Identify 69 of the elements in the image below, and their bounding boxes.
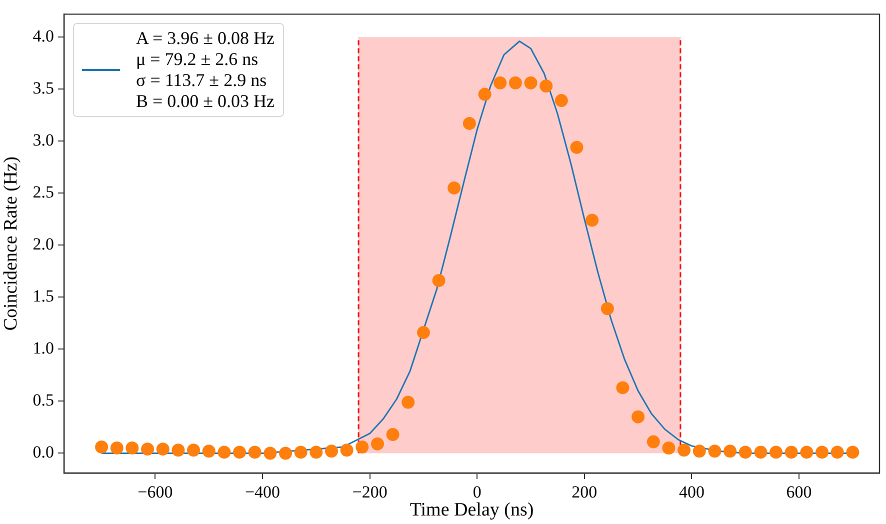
point xyxy=(816,446,829,459)
point xyxy=(800,446,814,459)
point xyxy=(448,181,461,194)
x-tick-label: 0 xyxy=(472,482,482,502)
y-tick-label: 2.0 xyxy=(32,234,54,254)
point xyxy=(478,88,492,101)
point xyxy=(172,444,185,457)
point xyxy=(678,444,691,457)
point xyxy=(724,444,737,458)
y-axis-title: Coincidence Rate (Hz) xyxy=(0,156,22,331)
point xyxy=(248,446,262,459)
y-tick-label: 3.0 xyxy=(32,130,54,150)
point xyxy=(294,446,308,459)
point xyxy=(432,274,446,288)
y-tick-label: 0.0 xyxy=(32,442,54,462)
point xyxy=(325,444,338,458)
point xyxy=(662,442,676,455)
point xyxy=(784,446,798,459)
legend-label: A = 3.96 ± 0.08 Hz μ = 79.2 ± 2.6 ns σ = 113.7 ± 2.9 ns B = 0.00 ± 0.03 Hz xyxy=(136,28,275,112)
y-tick-label: 1.0 xyxy=(32,338,54,358)
x-tick-label: −200 xyxy=(352,482,388,502)
point xyxy=(738,446,752,459)
point xyxy=(554,94,568,108)
x-tick-label: 600 xyxy=(786,482,812,502)
point xyxy=(754,446,768,459)
point xyxy=(462,116,476,130)
point xyxy=(830,446,844,459)
point xyxy=(770,446,783,459)
point xyxy=(600,302,614,316)
point xyxy=(156,442,170,456)
x-axis-title: Time Delay (ns) xyxy=(410,500,534,521)
point xyxy=(126,442,139,455)
y-tick-label: 4.0 xyxy=(32,26,54,46)
point xyxy=(632,410,645,424)
point xyxy=(570,140,584,154)
point xyxy=(264,446,277,460)
y-tick-label: 1.5 xyxy=(32,286,54,306)
point xyxy=(110,442,124,455)
x-tick-label: −400 xyxy=(244,482,280,502)
x-tick-label: 400 xyxy=(678,482,704,502)
point xyxy=(386,428,400,442)
point xyxy=(187,444,200,457)
point xyxy=(402,396,415,409)
y-tick-label: 0.5 xyxy=(32,390,54,410)
point xyxy=(586,214,599,227)
point xyxy=(646,435,660,448)
point xyxy=(494,76,507,90)
point xyxy=(279,446,292,460)
point xyxy=(846,446,860,459)
point xyxy=(524,76,538,90)
x-tick-label: −600 xyxy=(138,482,173,502)
x-tick-label: 200 xyxy=(572,482,598,502)
point xyxy=(202,444,216,458)
point xyxy=(141,442,154,456)
point xyxy=(416,326,430,340)
point xyxy=(95,440,108,454)
y-tick-label: 2.5 xyxy=(32,182,54,202)
y-tick-label: 3.5 xyxy=(32,78,54,98)
point xyxy=(692,444,706,458)
point xyxy=(370,437,384,450)
point xyxy=(340,444,354,457)
point xyxy=(310,446,323,459)
point xyxy=(540,79,553,92)
point xyxy=(356,440,369,454)
point xyxy=(616,381,630,394)
point xyxy=(232,446,246,459)
point xyxy=(508,76,522,90)
point xyxy=(218,446,231,459)
point xyxy=(708,444,722,458)
